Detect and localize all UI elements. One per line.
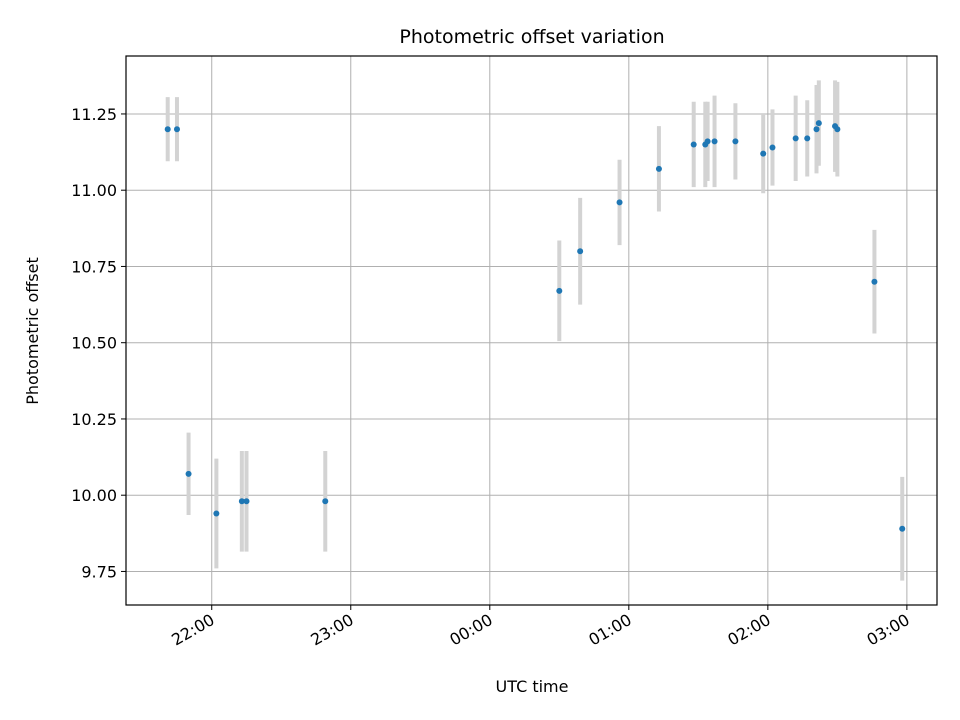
grid (126, 56, 937, 605)
data-point (690, 141, 697, 148)
y-tick-label: 10.50 (71, 334, 117, 353)
data-point (732, 138, 739, 145)
data-point (322, 498, 329, 505)
data-point (577, 248, 584, 255)
data-point (711, 138, 718, 145)
data-point (760, 150, 767, 157)
y-axis-ticks: 9.75 10.00 10.25 10.50 10.75 11.00 11.25 (71, 105, 126, 581)
y-tick-label: 10.25 (71, 410, 117, 429)
data-point (616, 199, 623, 206)
chart-title: Photometric offset variation (399, 26, 664, 48)
data-point (655, 165, 662, 172)
y-tick-label: 9.75 (81, 562, 117, 581)
y-axis-label: Photometric offset (23, 257, 42, 405)
data-point (185, 470, 192, 477)
data-point (213, 510, 220, 517)
y-tick-label: 10.00 (71, 486, 117, 505)
data-point (704, 138, 711, 145)
y-tick-label: 11.00 (71, 181, 117, 200)
data-point (164, 126, 171, 133)
data-point (871, 278, 878, 285)
plot-frame (125, 55, 938, 606)
data-point (792, 135, 799, 142)
y-tick-label: 10.75 (71, 257, 117, 276)
x-axis-label: UTC time (496, 677, 569, 696)
data-point (173, 126, 180, 133)
data-point (769, 144, 776, 151)
y-tick-label: 11.25 (71, 105, 117, 124)
data-point (815, 120, 822, 127)
data-point (556, 287, 563, 294)
data-point (899, 525, 906, 532)
data-points (164, 120, 906, 532)
data-point (834, 126, 841, 133)
data-point (243, 498, 250, 505)
data-point (238, 498, 245, 505)
data-point (813, 126, 820, 133)
data-point (804, 135, 811, 142)
